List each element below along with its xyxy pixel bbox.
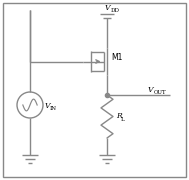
Text: V: V	[148, 86, 153, 94]
Text: V: V	[45, 102, 50, 110]
Text: M1: M1	[111, 53, 122, 62]
Text: L: L	[121, 117, 125, 122]
Text: V: V	[104, 4, 110, 12]
Text: OUT: OUT	[154, 90, 167, 95]
Text: R: R	[116, 112, 122, 120]
Text: IN: IN	[50, 105, 57, 111]
Text: DD: DD	[111, 8, 120, 13]
